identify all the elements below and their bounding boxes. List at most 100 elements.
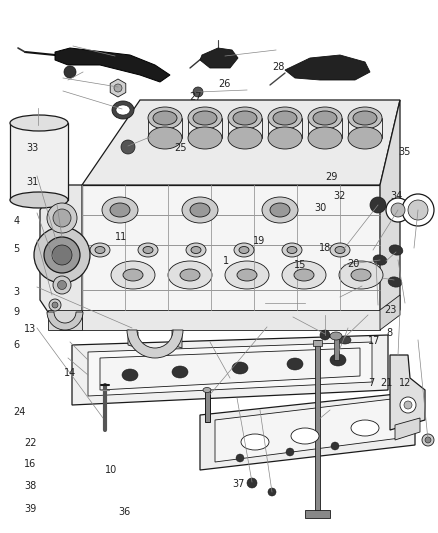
- Ellipse shape: [186, 243, 206, 257]
- Ellipse shape: [10, 192, 68, 208]
- Circle shape: [236, 454, 244, 462]
- Ellipse shape: [348, 127, 382, 149]
- Ellipse shape: [291, 428, 319, 444]
- Ellipse shape: [102, 197, 138, 223]
- Circle shape: [193, 87, 203, 97]
- Text: 37: 37: [232, 479, 244, 489]
- Text: 39: 39: [24, 504, 36, 514]
- Bar: [10, 123, 68, 200]
- Ellipse shape: [308, 107, 342, 129]
- Text: 20: 20: [347, 259, 359, 269]
- Text: 17: 17: [368, 336, 380, 346]
- Circle shape: [53, 276, 71, 294]
- Bar: [313, 340, 322, 346]
- Ellipse shape: [110, 203, 130, 217]
- Text: 36: 36: [118, 507, 131, 516]
- Text: 31: 31: [26, 177, 39, 187]
- Circle shape: [422, 434, 434, 446]
- Polygon shape: [128, 330, 138, 348]
- Ellipse shape: [270, 203, 290, 217]
- Ellipse shape: [268, 107, 302, 129]
- Ellipse shape: [138, 243, 158, 257]
- Wedge shape: [127, 330, 183, 358]
- Ellipse shape: [388, 277, 402, 287]
- Polygon shape: [82, 185, 380, 320]
- Text: 33: 33: [26, 143, 39, 153]
- Text: 32: 32: [334, 191, 346, 201]
- Text: 11: 11: [115, 232, 127, 242]
- Text: 5: 5: [13, 245, 19, 254]
- Ellipse shape: [233, 111, 257, 125]
- Ellipse shape: [122, 369, 138, 381]
- Circle shape: [49, 299, 61, 311]
- Circle shape: [408, 200, 428, 220]
- Ellipse shape: [308, 127, 342, 149]
- Circle shape: [57, 280, 67, 289]
- Text: 8: 8: [386, 328, 392, 338]
- Ellipse shape: [335, 246, 345, 254]
- Text: 15: 15: [294, 260, 307, 270]
- Ellipse shape: [232, 362, 248, 374]
- Text: 21: 21: [380, 378, 392, 387]
- Ellipse shape: [168, 261, 212, 289]
- Polygon shape: [100, 348, 360, 390]
- Polygon shape: [172, 330, 182, 348]
- Ellipse shape: [282, 243, 302, 257]
- Ellipse shape: [10, 115, 68, 131]
- Ellipse shape: [148, 127, 182, 149]
- Ellipse shape: [239, 246, 249, 254]
- Ellipse shape: [172, 366, 188, 378]
- Ellipse shape: [389, 245, 403, 255]
- Polygon shape: [215, 398, 400, 462]
- Ellipse shape: [294, 269, 314, 281]
- Text: 29: 29: [325, 172, 337, 182]
- Polygon shape: [285, 55, 370, 80]
- Text: 1: 1: [223, 256, 230, 266]
- Text: 38: 38: [24, 481, 36, 491]
- Ellipse shape: [90, 243, 110, 257]
- Ellipse shape: [313, 111, 337, 125]
- Ellipse shape: [116, 105, 130, 115]
- Ellipse shape: [182, 197, 218, 223]
- Wedge shape: [47, 312, 83, 330]
- Ellipse shape: [330, 332, 342, 340]
- Ellipse shape: [228, 127, 262, 149]
- Polygon shape: [72, 335, 388, 405]
- Text: 13: 13: [24, 325, 36, 334]
- Text: 30: 30: [314, 203, 327, 213]
- Text: 6: 6: [13, 341, 19, 350]
- Ellipse shape: [351, 269, 371, 281]
- Polygon shape: [395, 418, 420, 440]
- Polygon shape: [48, 310, 82, 330]
- Ellipse shape: [225, 261, 269, 289]
- Text: 4: 4: [13, 216, 19, 226]
- Ellipse shape: [287, 358, 303, 370]
- Circle shape: [247, 478, 257, 488]
- Ellipse shape: [123, 269, 143, 281]
- Ellipse shape: [287, 246, 297, 254]
- Polygon shape: [110, 79, 126, 97]
- Polygon shape: [200, 392, 415, 470]
- Text: 18: 18: [319, 243, 331, 253]
- Circle shape: [268, 488, 276, 496]
- Text: 27: 27: [189, 92, 202, 102]
- Ellipse shape: [193, 111, 217, 125]
- Ellipse shape: [153, 111, 177, 125]
- Ellipse shape: [237, 269, 257, 281]
- Polygon shape: [82, 310, 380, 330]
- Ellipse shape: [262, 197, 298, 223]
- Circle shape: [44, 237, 80, 273]
- Bar: [205, 390, 210, 422]
- Ellipse shape: [95, 246, 105, 254]
- Ellipse shape: [191, 246, 201, 254]
- Ellipse shape: [148, 107, 182, 129]
- Text: 24: 24: [13, 407, 25, 417]
- Ellipse shape: [188, 107, 222, 129]
- Ellipse shape: [143, 246, 153, 254]
- Text: 28: 28: [272, 62, 285, 71]
- Text: 12: 12: [399, 378, 411, 387]
- Circle shape: [47, 203, 77, 233]
- Circle shape: [286, 448, 294, 456]
- Circle shape: [425, 437, 431, 443]
- Text: 9: 9: [13, 307, 19, 317]
